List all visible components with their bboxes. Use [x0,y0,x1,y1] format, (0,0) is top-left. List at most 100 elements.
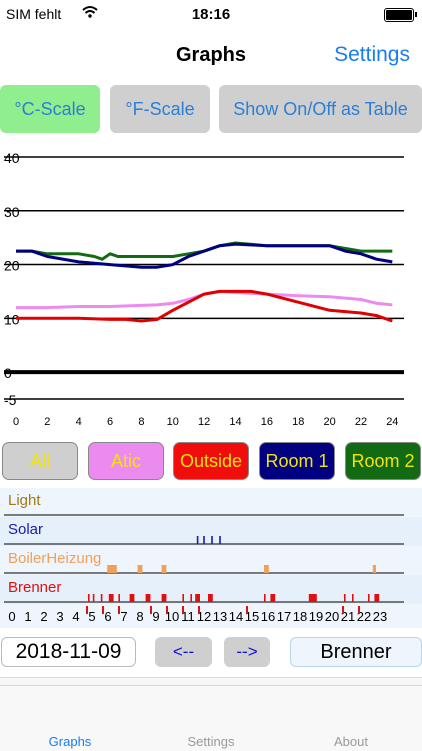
onoff-event [182,594,184,602]
hour-mark [198,606,200,614]
hour-label: 23 [373,609,387,624]
onoff-row-bg [0,546,422,575]
onoff-label-solar: Solar [8,521,43,538]
hour-label: 10 [165,609,179,624]
hour-label: 9 [152,609,159,624]
onoff-row-bg [0,517,422,546]
series-room2-button[interactable]: Room 2 [345,442,421,480]
hour-label: 13 [213,609,227,624]
onoff-event [196,536,199,544]
device-field[interactable]: Brenner [290,637,422,667]
hour-mark [102,606,104,614]
y-tick-label: 0 [4,365,12,381]
hour-label: 5 [88,609,95,624]
hour-axis-bg [0,604,422,628]
onoff-event [161,594,167,602]
hour-label: 14 [229,609,243,624]
onoff-event [129,594,135,602]
onoff-event [368,594,370,602]
hour-label: 19 [309,609,323,624]
series-all-button[interactable]: All [2,442,78,480]
x-tick-label: 4 [76,416,82,428]
series-room1-button[interactable]: Room 1 [259,442,335,480]
onoff-event [100,594,103,602]
hour-label: 16 [261,609,275,624]
previous-day-button[interactable]: <-- [155,637,212,667]
hour-label: 4 [72,609,79,624]
onoff-label-brenner: Brenner [8,579,61,596]
onoff-event [264,594,266,602]
hour-label: 20 [325,609,339,624]
onoff-event [92,594,95,602]
y-tick-label: 40 [4,150,20,166]
date-field[interactable]: 2018-11-09 [1,637,136,667]
onoff-label-boiler: BoilerHeizung [8,550,101,567]
x-tick-label: 12 [198,416,210,428]
hour-mark [342,606,344,614]
hour-label: 22 [357,609,371,624]
hour-label: 15 [245,609,259,624]
x-tick-label: 24 [386,416,398,428]
onoff-event [219,536,221,544]
hour-mark [182,606,184,614]
onoff-event [88,594,90,602]
onoff-event [161,565,167,573]
onoff-event [264,565,269,573]
next-day-button[interactable]: --> [224,637,270,667]
settings-button[interactable]: Settings [334,43,410,66]
celsius-scale-button[interactable]: °C-Scale [0,85,100,133]
series-outside-button[interactable]: Outside [173,442,249,480]
x-tick-label: 2 [44,416,50,428]
navigation-bar: Graphs Settings [0,28,422,84]
hour-mark [166,606,168,614]
hour-label: 11 [181,609,195,624]
hour-mark [118,606,120,614]
x-tick-label: 22 [355,416,367,428]
divider [0,677,422,686]
onoff-event [308,594,317,602]
y-tick-label: 30 [4,204,20,220]
y-tick-label: 20 [4,258,20,274]
tab-graphs[interactable]: Graphs [48,734,92,749]
hour-label: 3 [56,609,63,624]
onoff-event [270,594,276,602]
hour-label: 18 [293,609,307,624]
battery-icon [384,8,417,22]
onoff-event [208,594,213,602]
series-atic-button[interactable]: Atic [88,442,164,480]
onoff-event [211,536,213,544]
x-tick-label: 0 [13,416,19,428]
tab-settings[interactable]: Settings [187,734,235,749]
y-tick-label: -5 [4,392,17,408]
onoff-event [118,594,120,602]
tab-about[interactable]: About [334,734,368,749]
onoff-label-light: Light [8,492,41,509]
x-tick-label: 8 [138,416,144,428]
onoff-event [344,594,346,602]
fahrenheit-scale-button[interactable]: °F-Scale [110,85,210,133]
hour-label: 0 [8,609,15,624]
hour-label: 7 [120,609,127,624]
x-tick-label: 14 [229,416,241,428]
onoff-event [108,594,114,602]
hour-label: 12 [197,609,211,624]
hour-mark [246,606,248,614]
onoff-event [137,565,143,573]
x-tick-label: 18 [292,416,304,428]
onoff-event [372,565,376,573]
onoff-event [145,594,151,602]
hour-mark [86,606,88,614]
onoff-row-bg [0,488,422,517]
series-line-outside [16,289,393,323]
x-tick-label: 10 [167,416,179,428]
show-table-button[interactable]: Show On/Off as Table [219,85,422,133]
x-tick-label: 16 [261,416,273,428]
hour-label: 21 [341,609,355,624]
hour-label: 6 [104,609,111,624]
onoff-event [195,594,200,602]
hour-mark [150,606,152,614]
series-line-room1 [16,242,393,269]
wifi-icon [82,5,98,22]
y-tick-label: 10 [4,311,20,327]
tab-bar: Graphs Settings About [0,685,422,751]
